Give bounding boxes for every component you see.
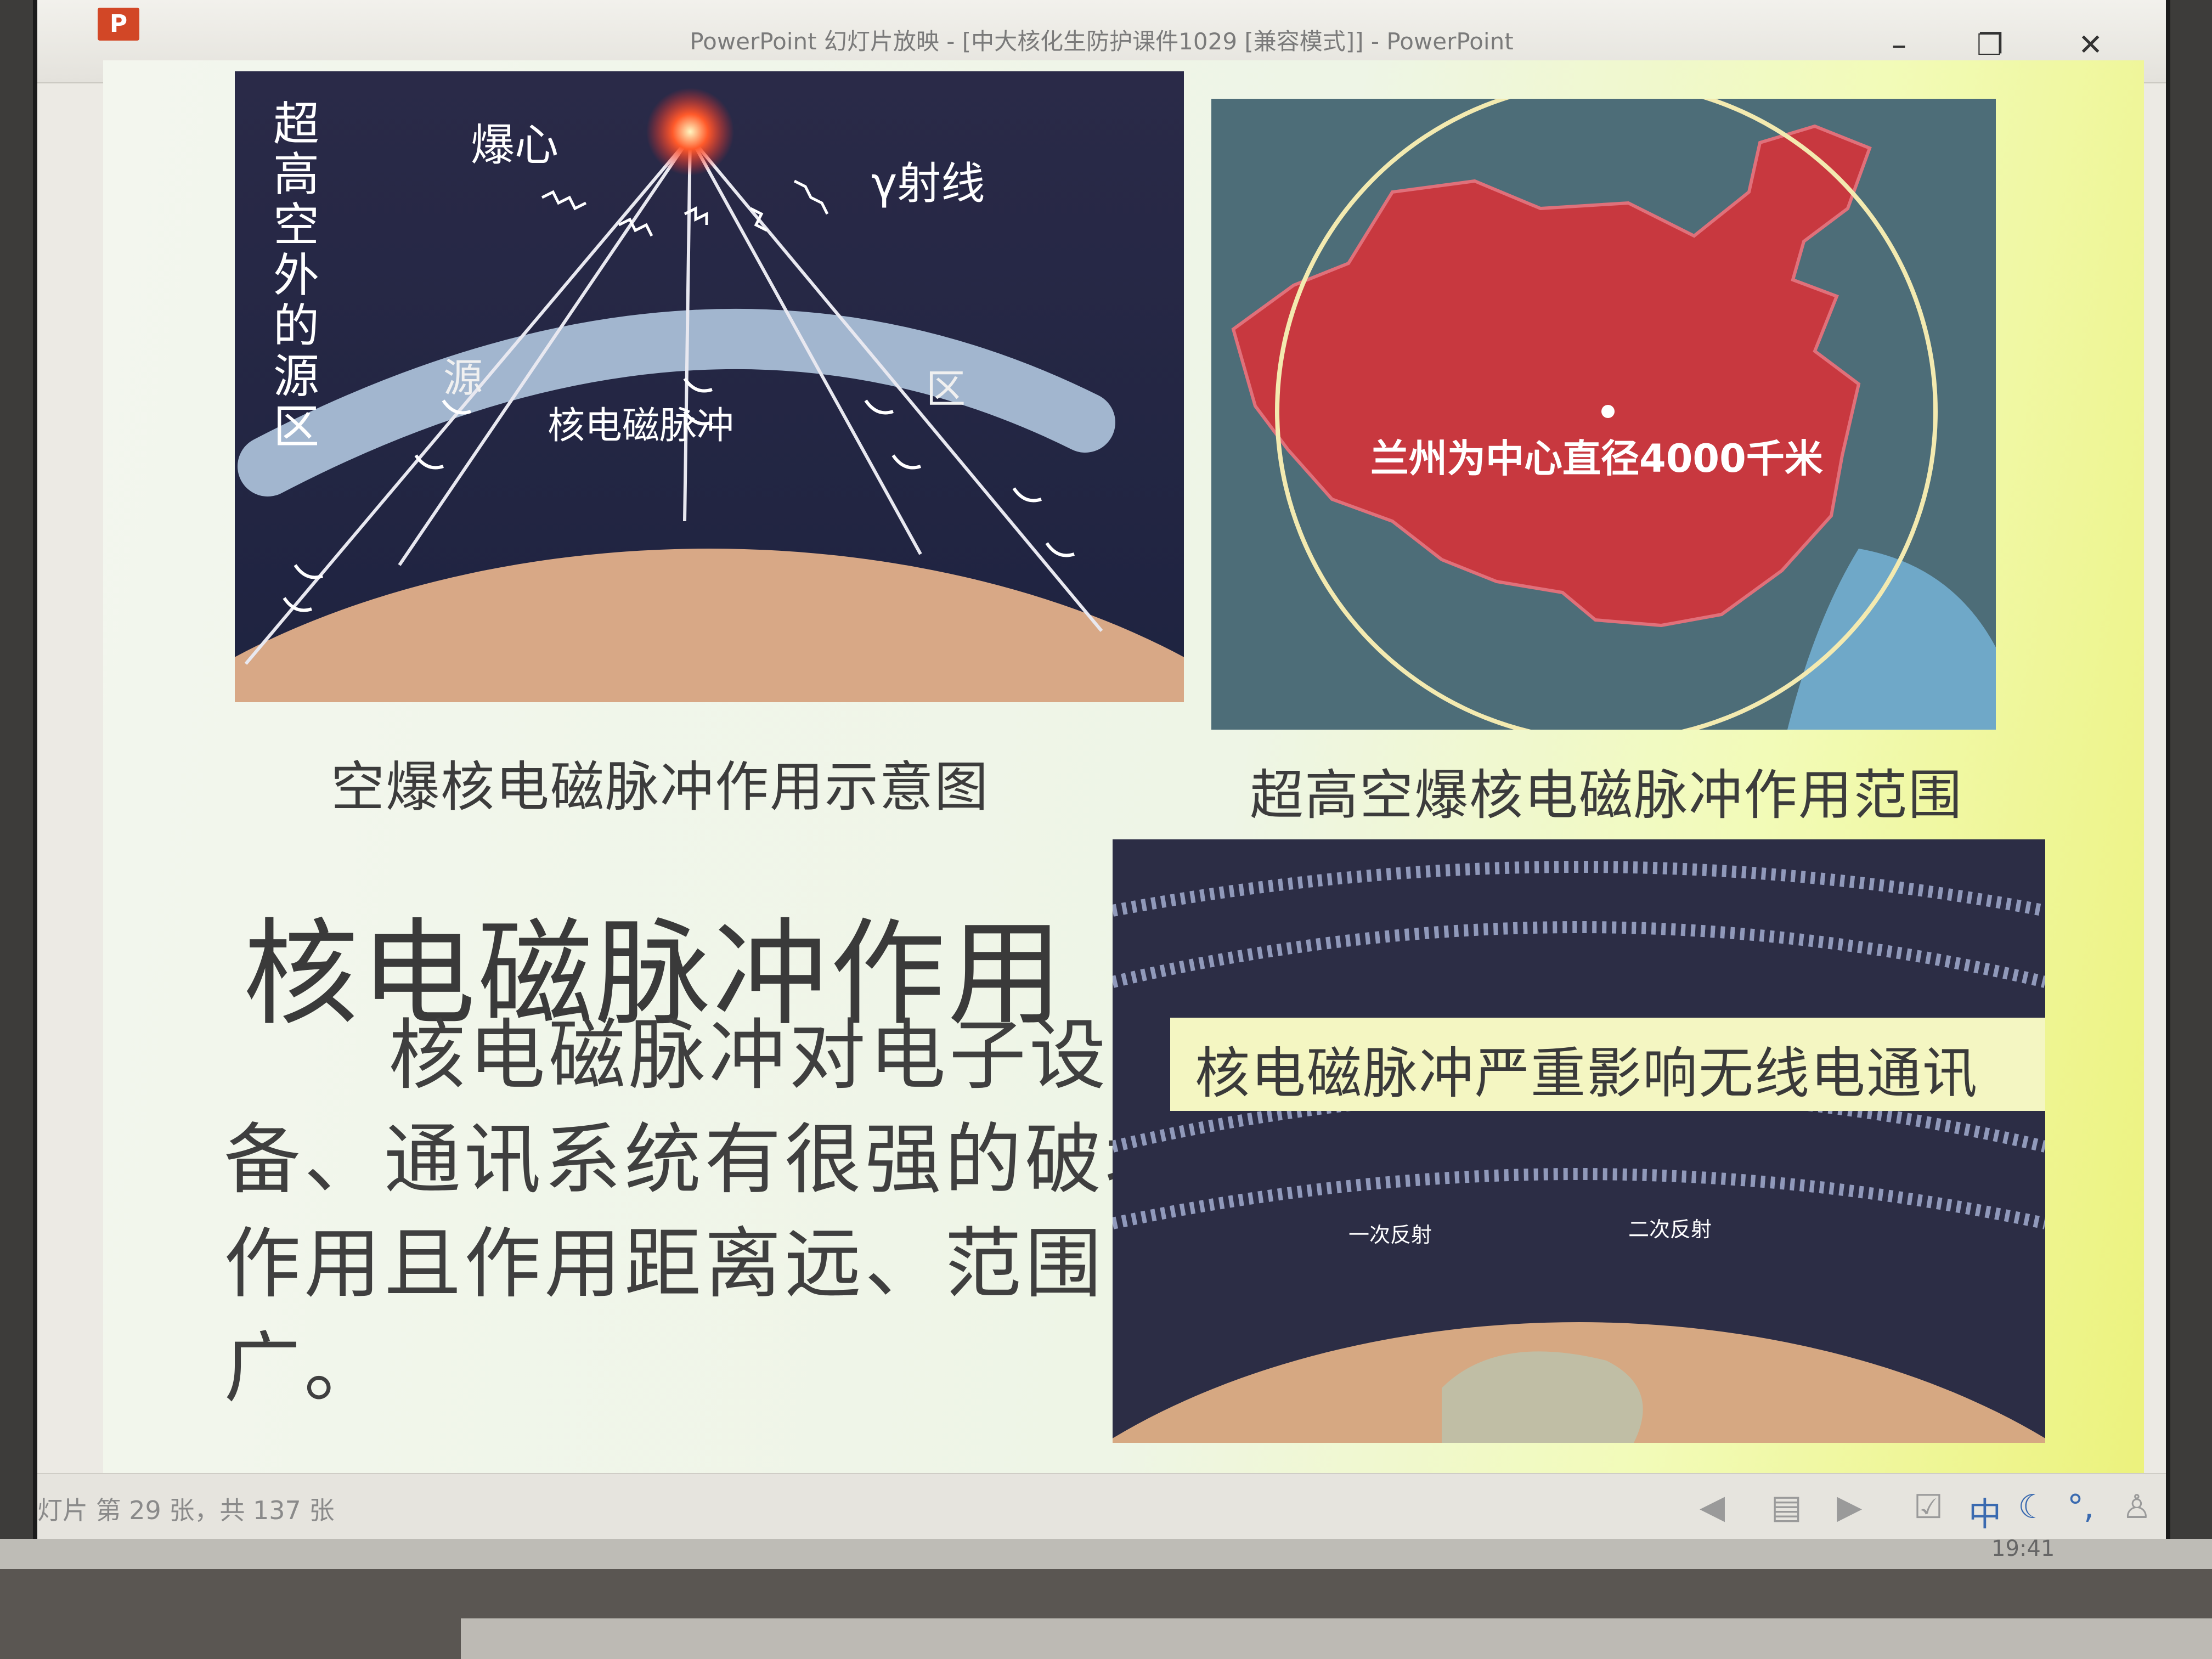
- close-button[interactable]: ✕: [2078, 27, 2103, 62]
- burst-center-label: 爆心: [471, 120, 558, 171]
- china-map-picture: 兰州为中心直径4000千米: [1211, 99, 1996, 730]
- previous-slide-icon[interactable]: ◀: [1700, 1488, 1725, 1526]
- status-bar: 灯片 第 29 张，共 137 张 ◀ ▤ ▶ ☑ 中 ☾ °, ♙: [37, 1473, 2166, 1540]
- range-label: 兰州为中心直径4000千米: [1370, 436, 1823, 481]
- source-right-label: 区: [926, 366, 966, 412]
- moon-icon[interactable]: ☾: [2018, 1488, 2047, 1526]
- powerpoint-icon[interactable]: P: [98, 8, 139, 41]
- background-panel: [461, 1618, 2212, 1659]
- map-caption: 超高空爆核电磁脉冲作用范围: [1250, 764, 1963, 827]
- emp-label: 核电磁脉冲: [548, 404, 735, 448]
- layer-label: 二次反射: [1628, 1217, 1712, 1242]
- checkbox-icon[interactable]: ☑: [1914, 1488, 1943, 1526]
- user-icon[interactable]: ♙: [2122, 1488, 2152, 1526]
- punctuation-icon[interactable]: °,: [2067, 1488, 2095, 1526]
- source-left-label: 源: [443, 355, 483, 401]
- emp-diagram-picture: 超高空外的源区 爆心 γ射线 源 区 核电磁脉冲: [235, 71, 1184, 702]
- gamma-ray-label: γ射线: [871, 158, 985, 209]
- taskbar-clock: 19:41: [1991, 1536, 2055, 1561]
- slide-counter: 灯片 第 29 张，共 137 张: [37, 1496, 335, 1525]
- body-paragraph: 核电磁脉冲对电子设备、通讯系统有很强的破坏作用且作用距离远、范围广。: [224, 1011, 1186, 1413]
- slide: 超高空外的源区 爆心 γ射线 源 区 核电磁脉冲 空爆核电磁脉冲作用示意图 兰州…: [103, 60, 2144, 1473]
- taskbar: [0, 1539, 2212, 1569]
- radio-caption: 核电磁脉冲严重影响无线电通讯: [1195, 1041, 1978, 1105]
- slide-heading: 核电磁脉冲作用: [243, 907, 1065, 1041]
- projected-screen: P PowerPoint 幻灯片放映 - [中大核化生防护课件1029 [兼容模…: [33, 0, 2170, 1569]
- radio-communication-picture: 核电磁脉冲严重影响无线电通讯 一次反射 二次反射: [1113, 839, 2045, 1443]
- source-region-vertical-label: 超高空外的源区: [273, 97, 320, 454]
- menu-icon[interactable]: ▤: [1771, 1488, 1802, 1526]
- restore-button[interactable]: ❐: [1977, 27, 2004, 62]
- layer-label: 一次反射: [1348, 1223, 1432, 1247]
- window-title: PowerPoint 幻灯片放映 - [中大核化生防护课件1029 [兼容模式]…: [690, 28, 1514, 55]
- slide-body-text: 核电磁脉冲对电子设备、通讯系统有很强的破坏作用且作用距离远、范围广。: [224, 1004, 1189, 1421]
- minimize-button[interactable]: –: [1892, 27, 1906, 62]
- next-slide-icon[interactable]: ▶: [1837, 1488, 1863, 1526]
- ime-chinese-indicator[interactable]: 中: [1968, 1496, 2001, 1534]
- diagram-caption: 空爆核电磁脉冲作用示意图: [331, 756, 990, 819]
